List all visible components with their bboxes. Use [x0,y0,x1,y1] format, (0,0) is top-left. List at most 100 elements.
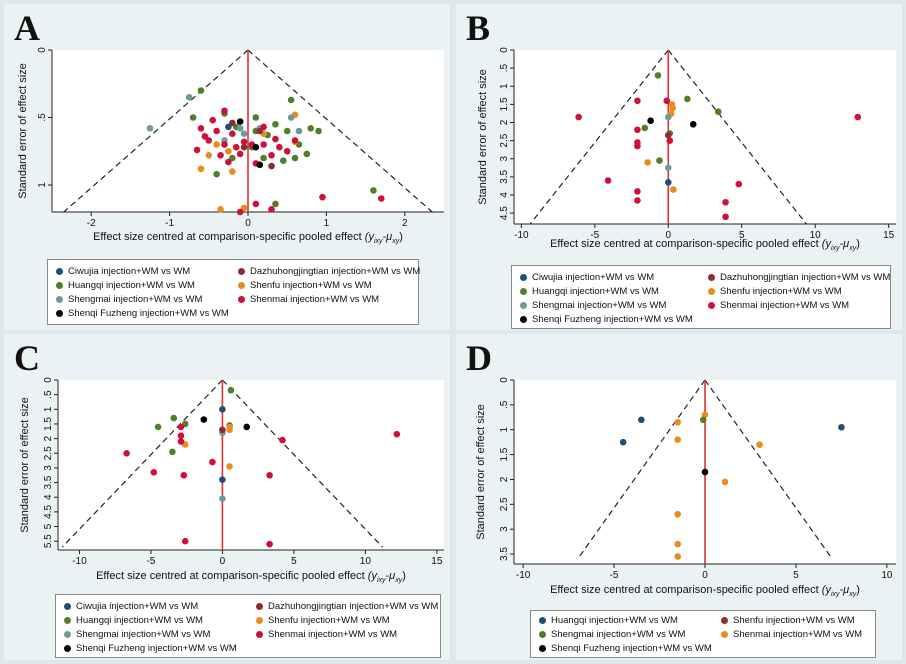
legend-b: Ciwujia injection+WM vs WM Dazhuhongjingt… [511,265,891,329]
data-point-ciwujia [838,423,845,431]
data-point-shenfu [674,540,682,548]
legend-label: Shenmai injection+WM vs WM [733,629,863,640]
x-tick-label: 10 [881,570,893,581]
plot-area-c [58,380,444,550]
data-point-huangqi [315,127,322,135]
x-tick-label: -10 [72,556,87,567]
data-point-huangqi [714,108,722,115]
data-point-shenqifuzheng [200,416,208,423]
y-tick-label: 2.5 [499,133,510,147]
y-tick-label: 5.5 [43,534,54,548]
y-tick-label: .5 [37,113,48,122]
data-point-shenfu [674,436,682,443]
y-tick-label: .5 [499,400,510,409]
data-point-shenfu [670,186,677,193]
data-point-huangqi [370,187,377,194]
legend-item-shenqifuzheng: Shenqi Fuzheng injection+WM vs WM [56,308,229,320]
data-point-huangqi [641,124,649,132]
legend-marker [64,616,71,624]
data-point-dazhuhongjingtian [229,119,236,127]
data-point-shenmai [666,137,674,144]
legend-marker [238,267,245,275]
x-tick-label: 15 [883,230,895,241]
data-point-huangqi [154,423,162,431]
y-tick-label: 1 [43,406,54,412]
funnel-plot-a: -2 -1 0 1 2 0 .5 1 Effect size centred at compar… [17,47,444,245]
data-point-shenfu [721,478,729,486]
data-point-dazhuhongjingtian [256,127,264,135]
data-point-shenmai [266,471,273,479]
data-point-shenqifuzheng [689,121,697,128]
data-point-shenmai [634,142,641,150]
y-tick-label: 3.5 [43,475,54,489]
data-point-huangqi [287,96,295,104]
data-point-shenmai [201,133,209,140]
data-point-dazhuhongjingtian [240,143,248,151]
legend-marker [256,630,263,638]
legend-marker [520,301,527,309]
legend-item-dazhuhongjingtian: Dazhuhongjingtian injection+WM vs WM [708,272,890,284]
funnel-left-line [577,379,706,560]
legend-label: Ciwujia injection+WM vs WM [76,601,199,612]
y-tick-label: 2 [499,119,510,125]
y-tick-label: 2.5 [499,497,510,511]
y-tick-label: 1.5 [499,97,510,111]
x-tick-label: 10 [360,556,372,567]
data-point-ciwujia [619,438,627,446]
x-axis-label: Effect size centred at comparison-specif… [93,231,403,245]
data-point-shenfu [240,204,248,212]
legend-marker [539,616,546,624]
data-point-shenmai [232,143,240,151]
legend-item-shengmai: Shengmai injection+WM vs WM [520,300,666,312]
legend-label: Dazhuhongjingtian injection+WM vs WM [720,272,891,283]
x-tick-label: -2 [87,218,96,229]
data-point-shenfu [197,165,205,173]
data-point-huangqi [272,200,279,208]
legend-item-ciwujia: Ciwujia injection+WM vs WM [64,601,198,613]
legend-c: Ciwujia injection+WM vs WM Dazhuhongjingt… [55,594,441,658]
data-point-huangqi [656,157,663,164]
legend-item-shenfu: Shenmai injection+WM vs WM [721,629,862,641]
legend-marker [238,281,245,289]
data-point-shenmai [205,137,213,144]
legend-d: Huangqi injection+WM vs WM Shenfu injecti… [530,610,876,658]
y-tick-label: 3 [43,465,54,471]
legend-item-huangqi: Shengmai injection+WM vs WM [539,629,685,641]
legend-marker [64,644,71,652]
panel-label-b: B [466,8,491,48]
data-point-shenfu [213,141,220,148]
y-tick-label: 4.5 [499,206,510,220]
legend-label: Shengmai injection+WM vs WM [532,300,667,311]
panel-c: -10 -5 0 5 10 15 0 .5 1 1.5 2 2.5 3 3.5 4 4.5 5 5.5 Effect… [4,334,450,660]
data-point-huangqi [307,125,315,132]
data-point-shenmai [221,141,228,148]
x-tick-label: -1 [165,218,174,229]
data-point-shenmai [268,206,275,213]
x-tick-label: -5 [610,570,619,581]
data-point-shenmai [268,152,275,159]
y-tick-label: 1.5 [43,417,54,431]
x-tick-label: 0 [665,230,671,241]
y-tick-label: 1 [37,182,48,188]
data-point-shenmai [377,195,385,202]
legend-item-huangqi: Huangqi injection+WM vs WM [64,615,203,627]
x-tick-label: -5 [590,230,599,241]
data-point-shenmai [634,97,641,105]
legend-label: Huangqi injection+WM vs WM [68,280,195,291]
legend-a: Ciwujia injection+WM vs WM Dazhuhongjingt… [47,259,420,325]
data-point-huangqi [227,386,235,394]
x-tick-label: 0 [220,556,226,567]
x-tick-label: 5 [739,230,745,241]
data-point-shenqifuzheng [647,117,654,124]
panel-label-c: C [14,338,40,378]
y-tick-label: 0 [499,47,510,53]
panel-b: -10 -5 0 5 10 15 0 .5 1 1.5 2 2.5 3 3.5 4 4.5 Effect siz… [456,4,902,330]
legend-item-shenfu: Shenfu injection+WM vs WM [238,280,372,292]
data-point-shenmai [634,188,641,195]
data-point-ciwujia [638,416,645,424]
data-point-shenmai [225,158,232,166]
legend-marker [520,287,527,295]
legend-marker [64,630,71,638]
y-axis-label: Standard error of effect size [475,404,487,540]
x-tick-label: 0 [702,570,708,581]
